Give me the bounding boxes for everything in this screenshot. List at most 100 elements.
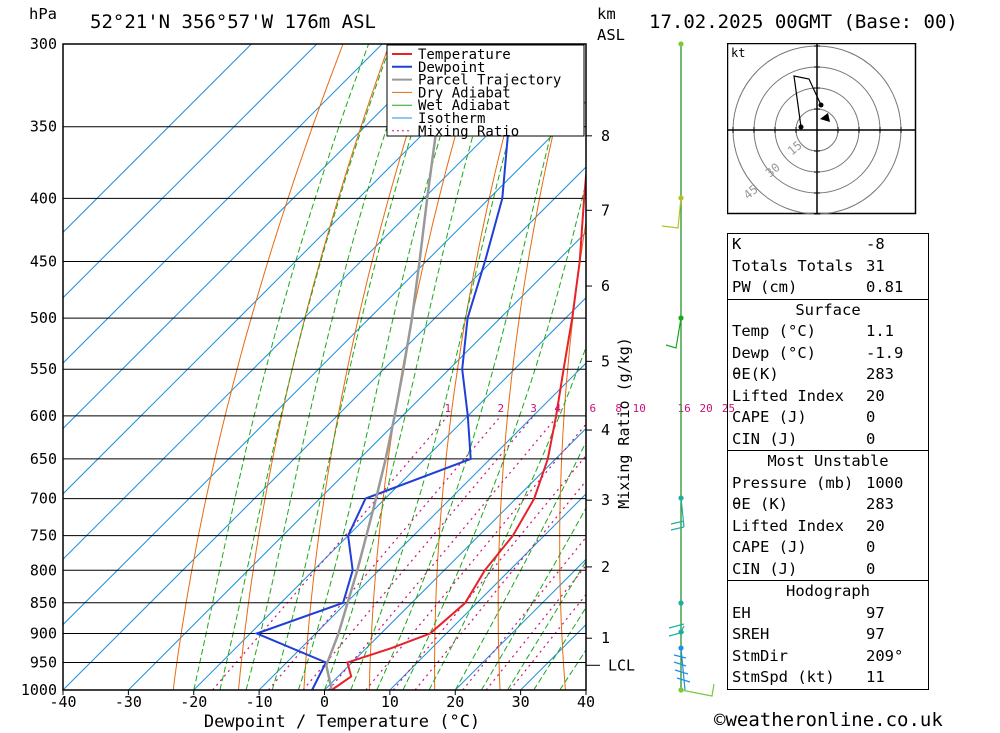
hodograph-section-title: Hodograph (786, 582, 870, 600)
pressure-tick-label: 650 (30, 450, 57, 468)
wind-barb (670, 497, 685, 531)
isotherm-line (63, 44, 579, 560)
temperature-tick-label: -30 (115, 693, 142, 711)
wind-level-dot (678, 41, 684, 47)
wind-barb (668, 623, 685, 637)
wet-adiabat-line (324, 44, 500, 690)
index-value: 0.81 (866, 278, 904, 296)
hodograph-trace (793, 75, 822, 128)
pressure-tick-label: 550 (30, 360, 57, 378)
p-unit-label: hPa (29, 5, 57, 23)
mixing-ratio-label: 4 (554, 402, 561, 415)
wind-barb (665, 317, 682, 349)
temperature-tick-label: 20 (446, 693, 464, 711)
index-row: SREH 97 (728, 624, 928, 646)
hodograph-point (798, 124, 804, 130)
index-label: θE (K) (732, 495, 788, 513)
index-row: PW (cm) 0.81 (728, 277, 928, 299)
mixing-ratio-label: 10 (633, 402, 646, 415)
mixing-ratio-line (267, 415, 502, 690)
isotherm-line (63, 166, 586, 690)
wet-adiabat-line (219, 44, 392, 690)
isotherm-line (63, 44, 252, 234)
legend-label: Temperature (418, 47, 511, 63)
hodograph-point (818, 102, 824, 108)
mixing-ratio-label: 2 (497, 402, 504, 415)
dry-adiabat-line (172, 44, 344, 690)
index-label: StmDir (732, 646, 788, 665)
isotherm-line (63, 44, 448, 430)
index-label: PW (cm) (732, 278, 798, 296)
datetime-title: 17.02.2025 00GMT (Base: 00) (649, 11, 958, 33)
isotherm-line (324, 427, 586, 690)
isotherm-line (63, 44, 318, 299)
index-value: 20 (866, 516, 885, 535)
mixing-ratio-label: 1 (445, 402, 452, 415)
index-label: Dewp (°C) (732, 343, 816, 362)
location-title: 52°21'N 356°57'W 176m ASL (90, 11, 376, 33)
pressure-tick-label: 300 (30, 35, 57, 53)
index-value: 0 (866, 538, 876, 556)
hodograph-panel: kt 15 30 45 (727, 43, 917, 215)
parcel-trajectory-line (324, 44, 453, 690)
wind-level-dot (678, 600, 684, 606)
indices-table: K -8 Totals Totals 31 PW (cm) 0.81 Surface … (727, 233, 929, 690)
wet-adiabat-line (480, 506, 586, 690)
x-axis-label: Dewpoint / Temperature (°C) (204, 712, 480, 732)
km-tick-label: 1 (601, 629, 610, 647)
index-row: CIN (J) 0 (728, 559, 928, 581)
index-label: Pressure (mb) (732, 473, 854, 492)
index-value: 283 (866, 495, 894, 513)
pressure-tick-label: 500 (30, 309, 57, 327)
index-value: 1000 (866, 473, 904, 492)
pressure-tick-label: 600 (30, 407, 57, 425)
mixing-ratio-label: 16 (677, 402, 690, 415)
legend-label: Dry Adiabat (418, 85, 511, 101)
temperature-tick-label: -40 (49, 693, 76, 711)
index-value: 1.1 (866, 322, 894, 340)
mixing-ratio-label: 25 (722, 402, 735, 415)
temperature-tick-label: -10 (246, 693, 273, 711)
mixing-ratio-line (485, 564, 586, 690)
dewpoint-line (254, 44, 553, 690)
index-row: CIN (J) 0 (728, 429, 928, 451)
isotherm-line (389, 493, 586, 690)
mixing-ratio-label: 6 (590, 402, 597, 415)
pressure-tick-label: 750 (30, 527, 57, 545)
index-value: 0 (866, 429, 876, 448)
index-value: 283 (866, 365, 894, 383)
dry-adiabat-line (677, 44, 714, 690)
index-label: EH (732, 603, 751, 622)
isotherm-line (63, 44, 514, 495)
isotherm-line (258, 362, 586, 690)
temperature-tick-label: 0 (320, 693, 329, 711)
index-row: Totals Totals 31 (728, 256, 928, 278)
copyright-link[interactable]: ©weatheronline.co.uk (714, 709, 943, 731)
km-tick-label: 6 (601, 277, 610, 295)
index-value: 97 (866, 625, 885, 643)
km-tick-label: 3 (601, 491, 610, 509)
wet-adiabat-line (376, 44, 575, 690)
mixing-ratio-axis-label: Mixing Ratio (g/kg) (615, 337, 633, 509)
mixing-ratio-line (365, 423, 586, 690)
dry-adiabat-line (990, 44, 1000, 690)
isotherm-line (128, 231, 586, 690)
index-label: CIN (J) (732, 559, 798, 578)
km-tick-label: 8 (601, 127, 610, 145)
temperature-tick-label: 10 (381, 693, 399, 711)
index-value: 0 (866, 408, 876, 426)
index-row: θE(K) 283 (728, 364, 928, 386)
index-label: CAPE (J) (732, 408, 807, 426)
index-label: SREH (732, 625, 770, 643)
pressure-tick-label: 950 (30, 653, 57, 671)
wind-barb (661, 197, 682, 229)
index-label: Lifted Index (732, 386, 844, 405)
temperature-tick-label: 30 (512, 693, 530, 711)
most-unstable-section-title: Most Unstable (767, 452, 889, 470)
index-value: 31 (866, 256, 885, 275)
index-value: 11 (866, 668, 885, 686)
legend-label: Parcel Trajectory (418, 73, 561, 89)
index-label: Totals Totals (732, 256, 854, 275)
wind-barb (673, 647, 691, 691)
index-value: 97 (866, 603, 885, 622)
